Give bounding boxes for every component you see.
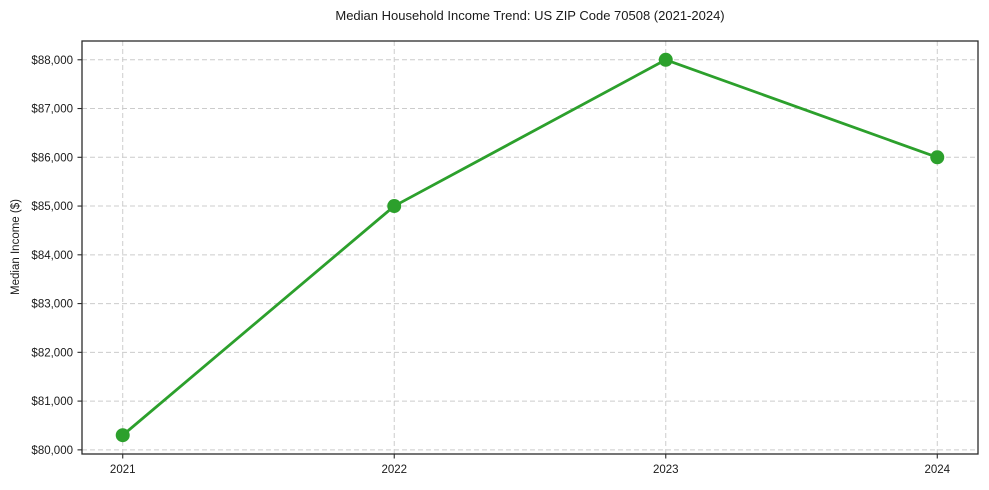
y-tick-label: $84,000	[31, 250, 73, 262]
data-point-marker	[658, 52, 673, 67]
y-tick-label: $80,000	[31, 445, 73, 457]
y-tick-label: $81,000	[31, 396, 73, 408]
y-tick-label: $87,000	[31, 104, 73, 116]
x-tick-label: 2024	[924, 464, 950, 476]
plot-border	[81, 40, 979, 455]
data-point-marker	[115, 428, 130, 443]
y-tick-label: $88,000	[31, 55, 73, 67]
x-tick-label: 2021	[110, 464, 136, 476]
trend-line	[121, 58, 939, 437]
data-point-marker	[387, 199, 402, 214]
y-tick-label: $86,000	[31, 152, 73, 164]
y-tick-label: $82,000	[31, 347, 73, 359]
y-tick-label: $83,000	[31, 299, 73, 311]
x-tick-label: 2023	[653, 464, 679, 476]
x-tick-label: 2022	[381, 464, 407, 476]
data-point-marker	[930, 150, 945, 165]
y-tick-label: $85,000	[31, 201, 73, 213]
chart-title: Median Household Income Trend: US ZIP Co…	[335, 8, 725, 23]
